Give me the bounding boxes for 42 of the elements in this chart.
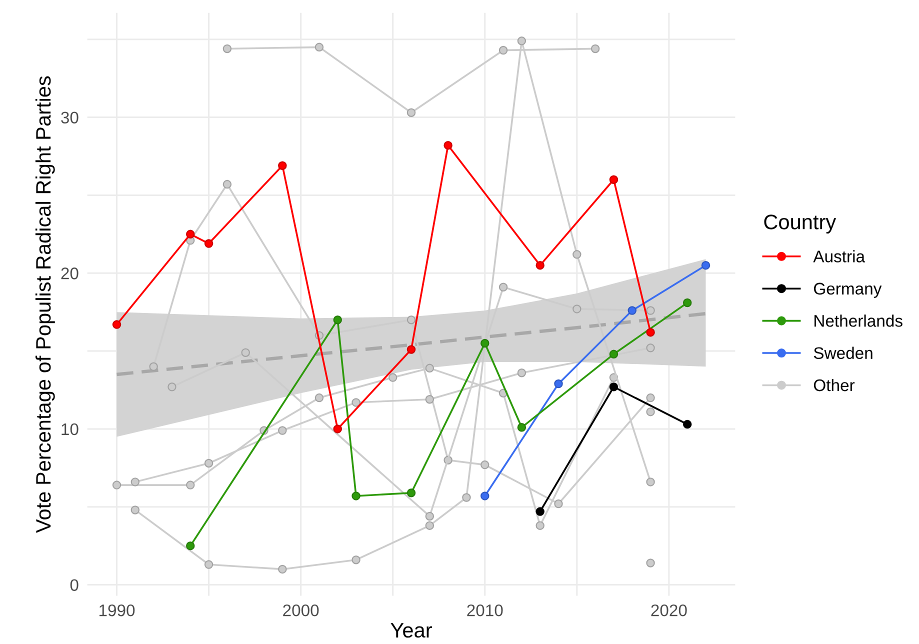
point bbox=[498, 282, 508, 292]
point bbox=[536, 260, 544, 270]
point bbox=[517, 36, 526, 46]
point bbox=[480, 338, 490, 348]
point bbox=[628, 306, 636, 315]
legend-title: Country bbox=[764, 214, 836, 234]
x-tick-label: 2020 bbox=[651, 604, 687, 616]
x-tick-label: 1990 bbox=[99, 604, 135, 616]
legend-label: Other bbox=[814, 378, 855, 392]
point bbox=[682, 420, 692, 429]
point bbox=[112, 320, 122, 329]
point bbox=[444, 140, 452, 150]
point bbox=[278, 161, 287, 170]
point bbox=[646, 306, 655, 315]
point bbox=[646, 558, 655, 568]
x-tick-label: 2000 bbox=[283, 604, 319, 616]
point bbox=[204, 239, 214, 248]
point bbox=[352, 555, 360, 564]
point bbox=[333, 316, 342, 324]
point bbox=[186, 230, 195, 239]
point bbox=[204, 560, 214, 569]
point bbox=[609, 175, 618, 184]
legend-label: Austria bbox=[813, 250, 866, 262]
point bbox=[572, 304, 582, 314]
point bbox=[572, 250, 582, 259]
y-tick-label: 30 bbox=[61, 112, 78, 124]
point bbox=[701, 260, 710, 270]
x-tick-label: 2010 bbox=[467, 604, 503, 616]
point bbox=[646, 328, 655, 337]
x-axis-title: Year bbox=[390, 623, 432, 638]
point bbox=[406, 316, 416, 324]
y-tick-label: 20 bbox=[61, 268, 78, 280]
y-axis-title: Vote Percentage of Populist Radical Right Parties bbox=[35, 76, 55, 533]
legend-label: Sweden bbox=[814, 346, 872, 360]
point bbox=[278, 564, 287, 574]
point bbox=[222, 180, 232, 189]
point bbox=[682, 298, 692, 308]
y-tick-label: 0 bbox=[70, 579, 78, 591]
legend-label: Netherlands bbox=[814, 314, 902, 327]
y-tick-label: 10 bbox=[62, 423, 78, 436]
point bbox=[186, 541, 195, 550]
legend-label: Germany bbox=[814, 282, 882, 298]
